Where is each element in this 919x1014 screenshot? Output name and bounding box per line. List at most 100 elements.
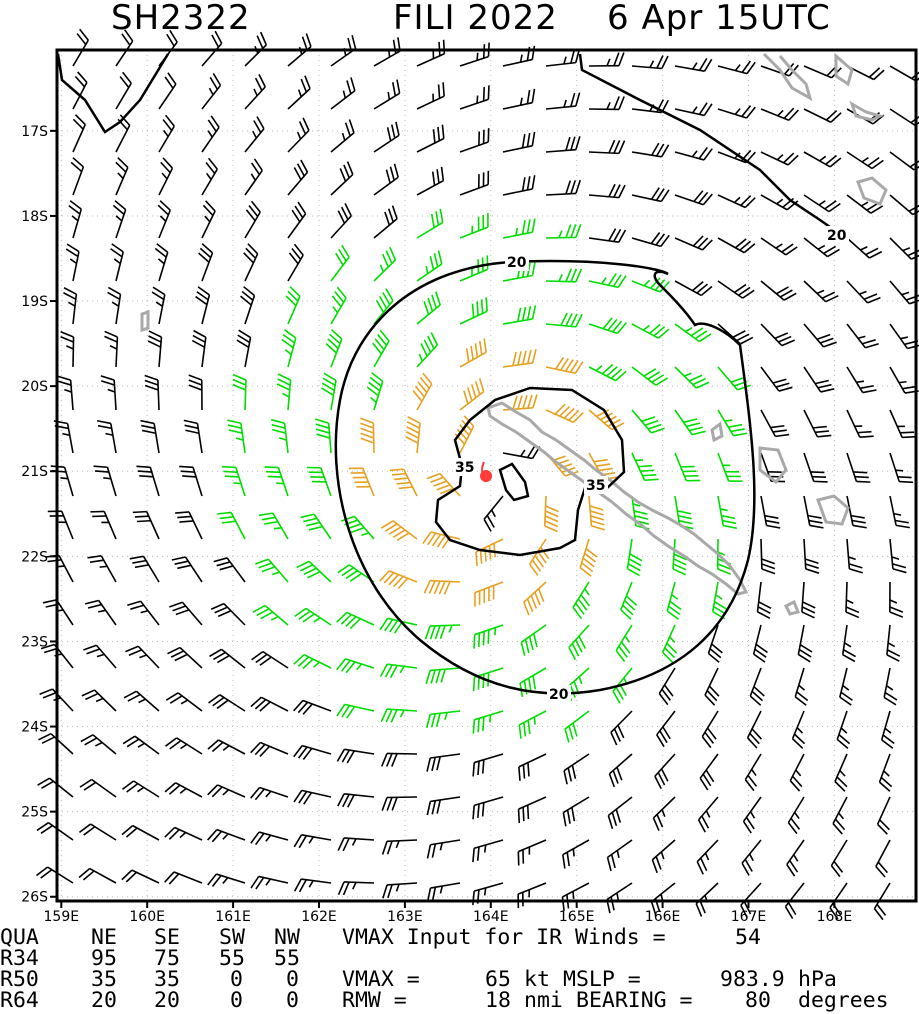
- barb-feather: [302, 117, 310, 131]
- barb-feather: [753, 653, 766, 663]
- wind-barb: [426, 796, 461, 816]
- barb-feather: [696, 861, 704, 875]
- barb-feather: [668, 605, 681, 615]
- wind-barb: [588, 273, 627, 289]
- wind-barb: [373, 288, 394, 325]
- barb-feather: [431, 843, 437, 858]
- barb-feather: [255, 653, 268, 664]
- barb-half-feather: [642, 324, 650, 331]
- wind-barb: [562, 839, 590, 869]
- barb-feather: [840, 691, 853, 701]
- barb-feather: [330, 329, 343, 340]
- x-tick-label: 165E: [559, 909, 595, 925]
- barb-staff: [305, 607, 332, 626]
- barb-feather: [299, 564, 314, 572]
- wind-barb: [90, 510, 117, 540]
- barb-staff: [803, 366, 822, 393]
- barb-feather: [577, 598, 588, 611]
- barb-feather: [784, 906, 794, 919]
- barb-feather: [574, 361, 584, 374]
- barb-feather: [616, 322, 627, 334]
- barb-feather: [571, 643, 580, 657]
- wind-barb: [201, 115, 220, 153]
- barb-half-feather: [107, 388, 116, 393]
- wind-barb: [459, 338, 487, 368]
- barb-feather: [877, 823, 888, 835]
- barb-feather: [566, 852, 570, 867]
- barb-feather: [791, 775, 803, 788]
- barb-feather: [698, 57, 708, 71]
- wind-barb: [803, 538, 820, 574]
- barb-feather: [322, 377, 336, 387]
- barb-half-feather: [734, 64, 741, 72]
- barb-feather: [785, 246, 798, 256]
- barb-half-feather: [661, 809, 666, 817]
- barb-feather: [476, 301, 479, 316]
- barb-feather: [575, 314, 583, 328]
- barb-feather: [162, 157, 174, 169]
- barb-feather: [426, 844, 432, 859]
- y-tick-label: 21S: [21, 464, 48, 480]
- barb-feather: [198, 252, 210, 263]
- wind-barb: [760, 151, 799, 166]
- barb-feather: [305, 33, 312, 47]
- barb-half-feather: [296, 131, 302, 140]
- barb-feather: [423, 580, 431, 594]
- barb-feather: [857, 430, 872, 434]
- barb-feather: [241, 290, 254, 301]
- barb-feather: [590, 515, 605, 521]
- wind-barb: [520, 624, 547, 656]
- barb-feather: [197, 286, 210, 296]
- wind-barb: [104, 330, 119, 368]
- wind-barb: [631, 409, 665, 434]
- coastline-vanuatu-3: [849, 100, 885, 122]
- barb-feather: [254, 743, 266, 756]
- barb-feather: [39, 688, 53, 696]
- barb-feather: [761, 563, 776, 570]
- barb-feather: [245, 247, 257, 259]
- barb-feather: [618, 140, 626, 154]
- wind-barb: [348, 467, 375, 497]
- barb-half-feather: [252, 130, 258, 139]
- barb-feather: [899, 480, 914, 484]
- barb-half-feather: [860, 246, 868, 251]
- barb-feather: [817, 383, 832, 389]
- wind-barb: [207, 739, 246, 755]
- wind-barb: [459, 170, 490, 196]
- x-tick-label: 164E: [473, 909, 509, 925]
- wind-barb: [473, 624, 504, 649]
- barb-feather: [243, 286, 255, 297]
- barb-feather: [132, 510, 147, 514]
- barb-feather: [430, 332, 439, 346]
- barb-feather: [742, 289, 755, 299]
- wind-barb: [293, 699, 332, 715]
- barb-half-feather: [520, 449, 526, 457]
- barb-feather: [659, 281, 670, 293]
- wind-barb: [786, 839, 805, 877]
- wind-barb: [422, 531, 461, 549]
- coastline-chesterfield: [140, 309, 150, 333]
- wind-barb: [631, 452, 659, 482]
- wind-barb: [37, 777, 74, 798]
- wind-barb: [336, 658, 375, 674]
- barb-feather: [732, 330, 746, 338]
- barb-feather: [384, 211, 391, 226]
- barb-feather: [294, 607, 307, 618]
- wind-barb: [651, 839, 676, 874]
- barb-feather: [521, 177, 526, 192]
- wind-barb: [483, 495, 504, 532]
- wind-barb: [787, 796, 805, 835]
- barb-feather: [531, 559, 542, 572]
- wind-barb: [803, 237, 840, 258]
- barb-staff: [387, 708, 418, 712]
- title-bar: SH2322 FILI 2022 6 Apr 15UTC: [0, 0, 919, 40]
- vmax-value: 65: [485, 967, 511, 992]
- table-r0-c2: SE: [154, 925, 180, 950]
- wind-barb: [330, 286, 347, 325]
- wind-barb: [57, 375, 74, 411]
- barb-feather: [72, 157, 84, 168]
- barb-feather: [183, 419, 198, 425]
- barb-feather: [303, 567, 317, 576]
- barb-feather: [634, 515, 649, 520]
- barb-feather: [655, 233, 666, 246]
